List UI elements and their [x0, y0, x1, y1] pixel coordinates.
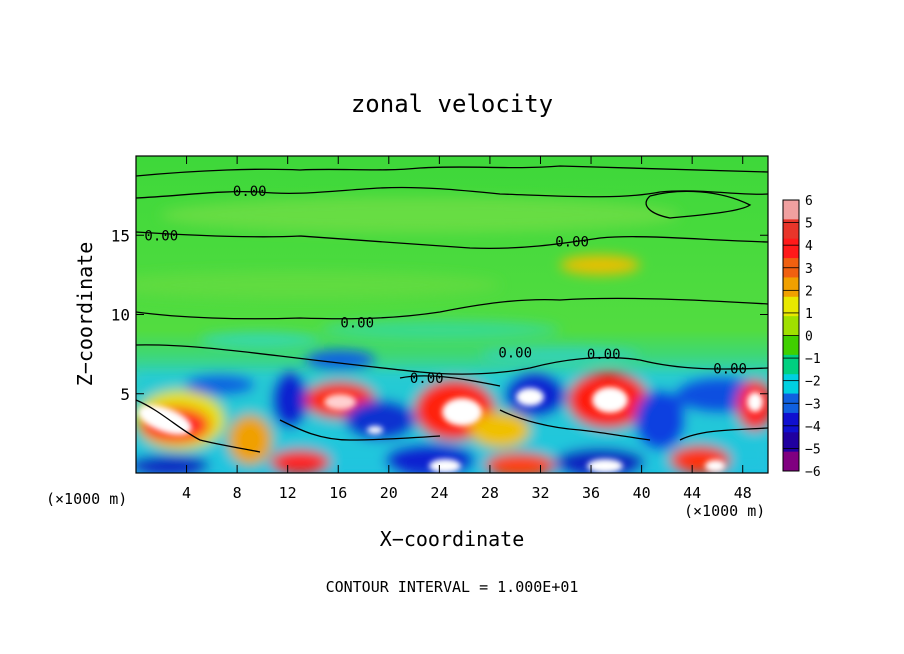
colorbar-label: 2	[805, 284, 813, 299]
y-axis-label: Z−coordinate	[73, 242, 97, 387]
colorbar-label: −4	[805, 420, 821, 435]
colorbar-segment	[783, 200, 799, 220]
colorbar-label: 5	[805, 217, 813, 232]
x-tick-label: 48	[734, 484, 752, 502]
x-tick-label: 36	[582, 484, 600, 502]
colorbar-segment	[783, 219, 799, 240]
contour-label: 0.00	[498, 346, 532, 362]
colorbar-label: 0	[805, 330, 813, 345]
colorbar-label: −6	[805, 465, 821, 480]
colorbar-segment	[783, 335, 799, 356]
y-tick-label: 5	[120, 385, 130, 404]
x-tick-label: 44	[683, 484, 701, 502]
colorbar-segment	[783, 354, 799, 375]
y-axis: 5 10 15	[111, 226, 768, 404]
x-tick-label: 8	[233, 484, 242, 502]
contour-label: 0.00	[233, 184, 267, 200]
x-tick-label: 16	[329, 484, 347, 502]
contour-label: 0.00	[340, 315, 374, 331]
x-unit-right: (×1000 m)	[684, 502, 765, 520]
colorbar-segment	[783, 316, 799, 336]
x-tick-label: 40	[633, 484, 651, 502]
x-axis: 4 8 12 16 20 24 28 32 36 40 44 48	[182, 156, 752, 502]
velocity-field-cores	[138, 387, 763, 473]
colorbar-label: −5	[805, 442, 821, 457]
colorbar-label: −3	[805, 397, 821, 412]
plot-area: 0.00 0.00 0.00 0.00 0.00 0.00 0.00 0.00	[136, 156, 768, 473]
x-tick-label: 28	[481, 484, 499, 502]
x-axis-label: X−coordinate	[380, 527, 525, 551]
colorbar-segment	[783, 432, 799, 453]
chart-title: zonal velocity	[351, 90, 553, 118]
colorbar-label: −2	[805, 375, 821, 390]
y-tick-label: 15	[111, 226, 130, 245]
x-tick-label: 4	[182, 484, 191, 502]
colorbar-segment	[783, 374, 799, 395]
contour-labels: 0.00 0.00 0.00 0.00 0.00 0.00 0.00 0.00	[144, 184, 747, 387]
colorbar: 6 5 4 3 2 1 0 −1 −2 −3 −4 −5 −6	[782, 194, 821, 480]
colorbar-label: 1	[805, 307, 813, 322]
colorbar-segment	[783, 296, 799, 317]
contour-lines	[136, 165, 768, 453]
colorbar-label: −1	[805, 352, 821, 367]
colorbar-segment	[783, 238, 799, 259]
contour-label: 0.00	[587, 347, 621, 363]
x-tick-label: 32	[531, 484, 549, 502]
colorbar-label: 6	[805, 194, 813, 209]
colorbar-segment	[783, 412, 799, 433]
x-tick-label: 12	[279, 484, 297, 502]
x-tick-label: 20	[380, 484, 398, 502]
footer-contour-interval: CONTOUR INTERVAL = 1.000E+01	[326, 578, 579, 596]
x-tick-label: 24	[430, 484, 448, 502]
colorbar-segment	[783, 451, 799, 472]
colorbar-label: 4	[805, 239, 813, 254]
x-unit-left: (×1000 m)	[46, 490, 127, 508]
y-tick-label: 10	[111, 306, 130, 325]
contour-label: 0.00	[555, 235, 589, 251]
contour-label: 0.00	[144, 228, 178, 244]
contour-label: 0.00	[713, 361, 747, 377]
colorbar-label: 3	[805, 262, 813, 277]
colorbar-segment	[783, 277, 799, 298]
contour-label: 0.00	[410, 371, 444, 387]
